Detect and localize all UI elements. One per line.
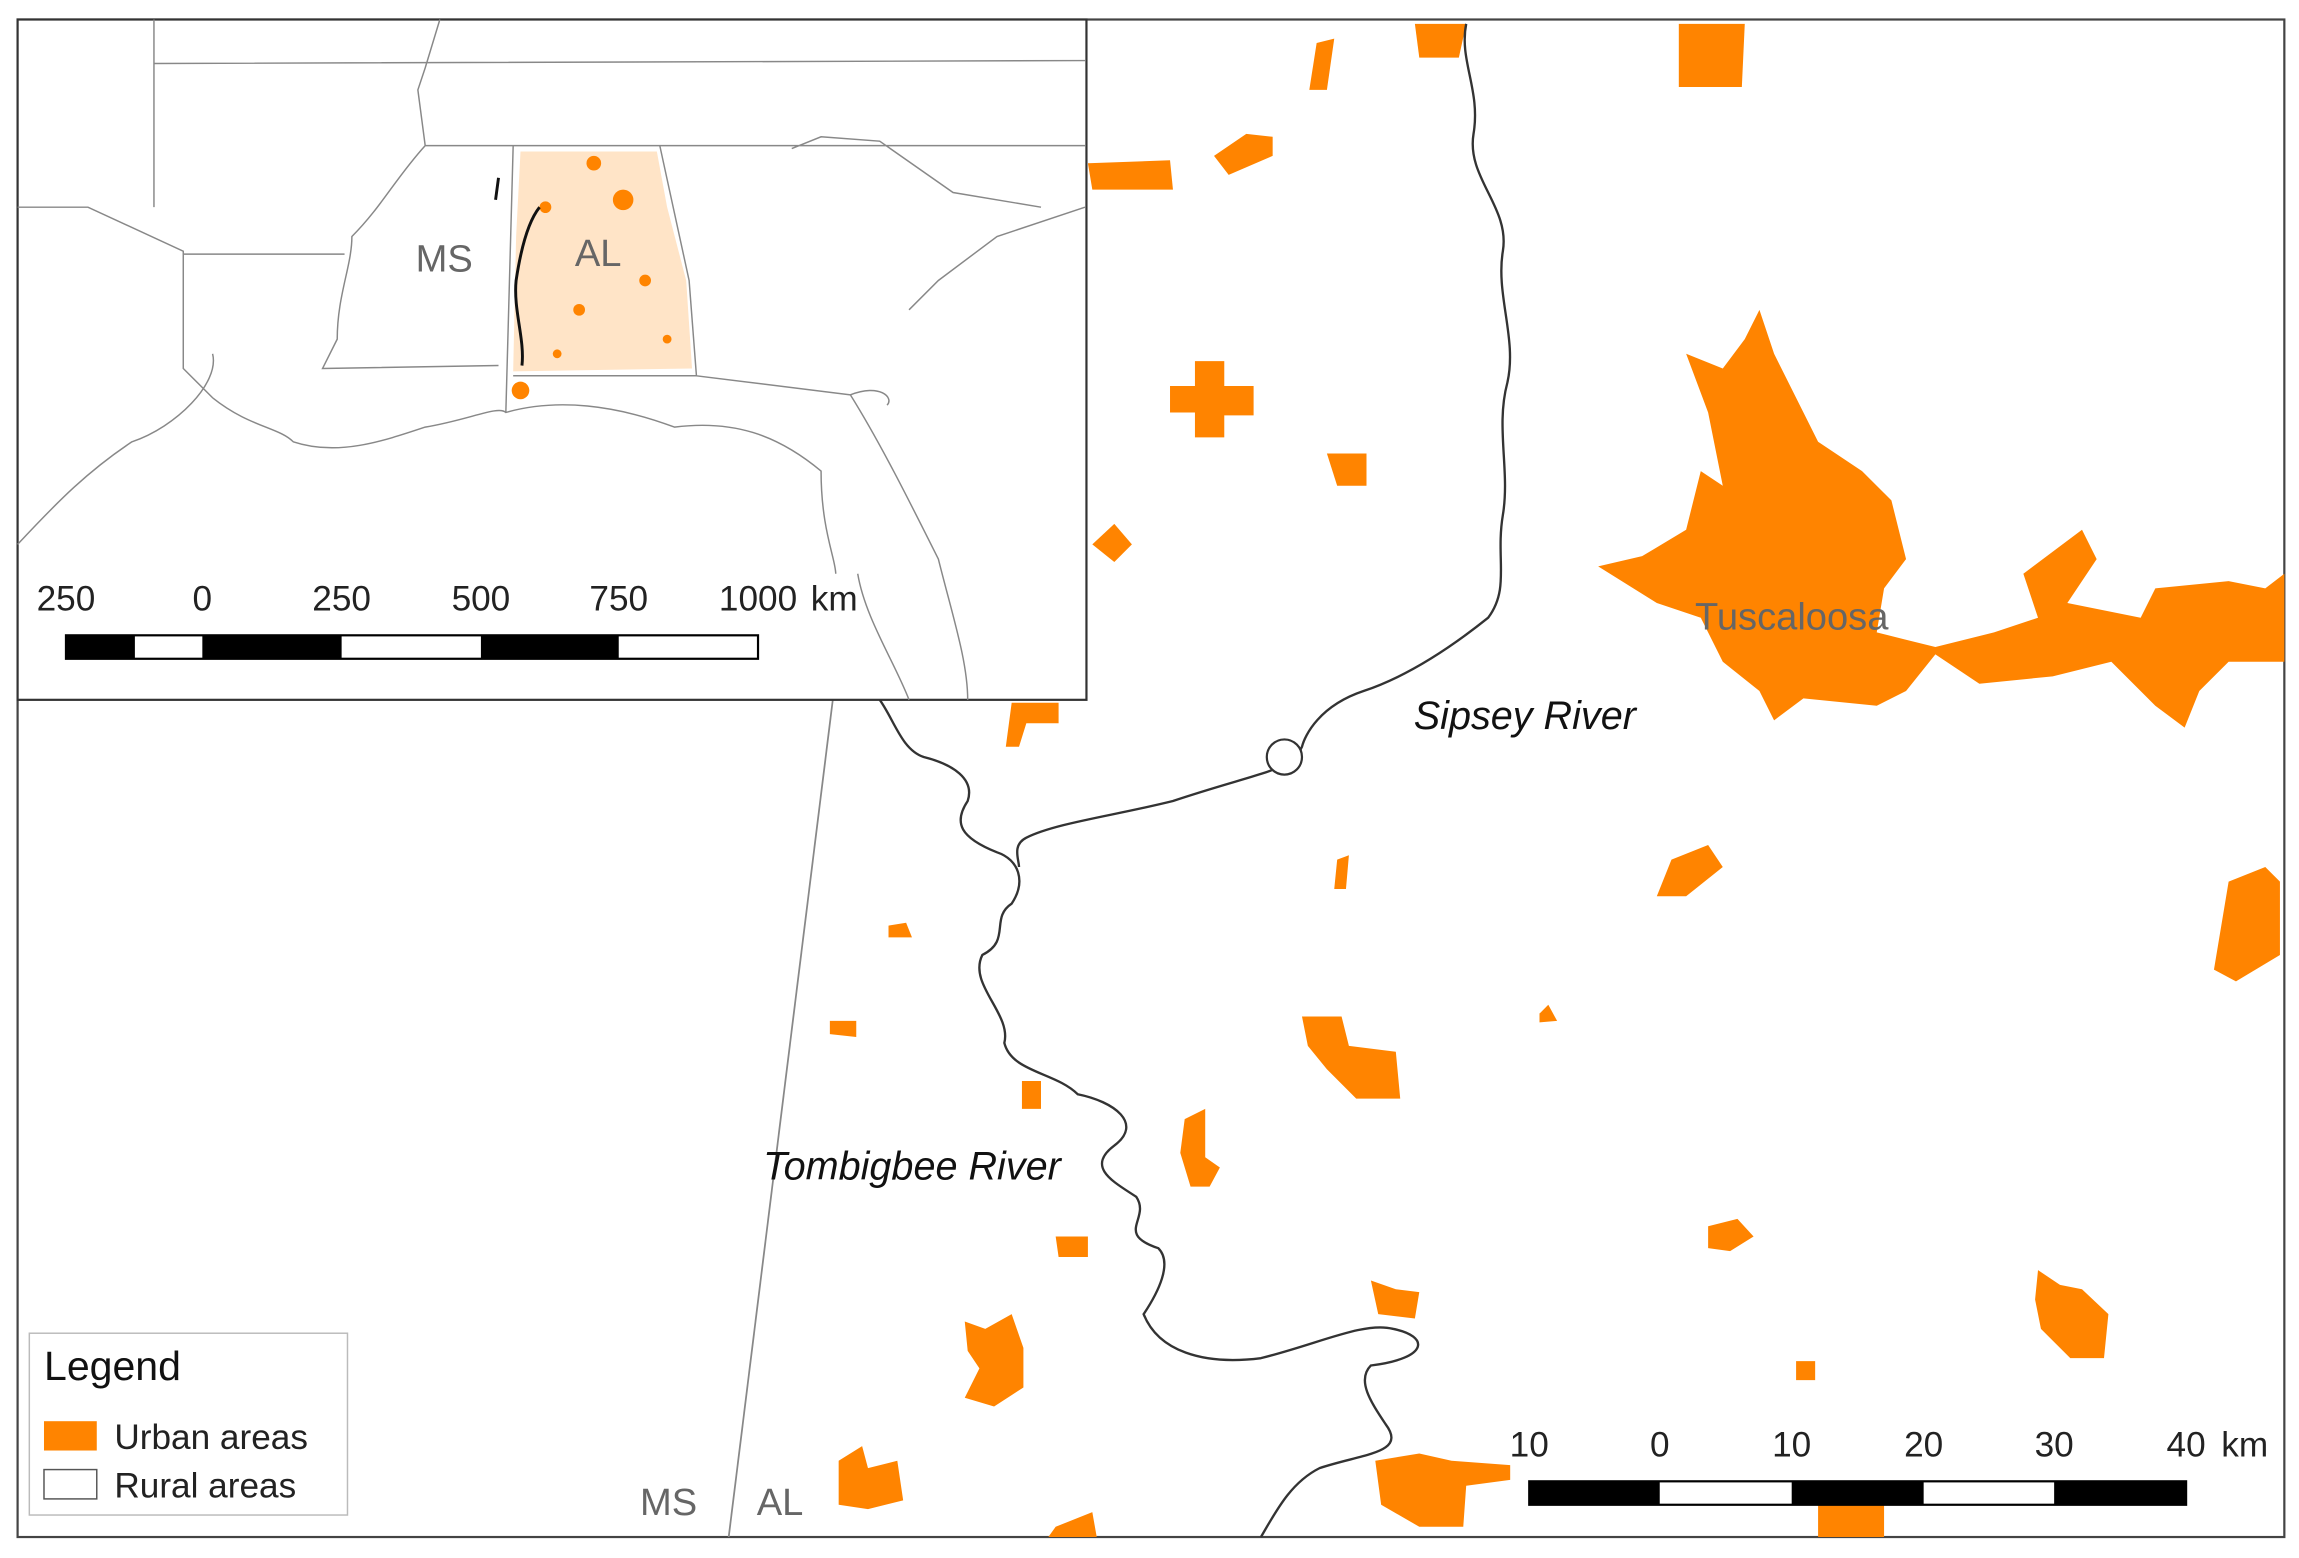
- legend-swatch: [43, 1421, 97, 1451]
- urban-area: [573, 303, 586, 316]
- confluence-marker: [1265, 738, 1304, 776]
- legend-label: Urban areas: [114, 1418, 308, 1457]
- urban-area: [539, 201, 552, 214]
- urban-area: [2213, 866, 2280, 982]
- inset-map: MS AL 250 0 250 500 750 1000 km: [16, 18, 1088, 701]
- scale-label: 1000: [719, 579, 797, 618]
- legend: Legend Urban areas Rural areas: [28, 1332, 349, 1516]
- scale-bar-segment: [2054, 1481, 2187, 1505]
- scale-unit: km: [811, 579, 858, 618]
- scale-label: 500: [452, 579, 511, 618]
- city-label: Tuscaloosa: [1695, 595, 1889, 638]
- urban-area: [1796, 1361, 1816, 1381]
- legend-label: Rural areas: [114, 1466, 296, 1505]
- scale-bar: 10 0 10 20 30 40 km: [1510, 1425, 2268, 1506]
- urban-area: [964, 1314, 1024, 1407]
- urban-area: [2035, 1270, 2109, 1359]
- state-label: AL: [757, 1481, 804, 1524]
- urban-area: [1055, 1236, 1088, 1257]
- state-label: AL: [575, 232, 622, 275]
- state-label: MS: [416, 238, 473, 281]
- urban-area: [1656, 844, 1723, 897]
- urban-area: [1005, 702, 1059, 747]
- scale-label: 250: [37, 579, 96, 618]
- river: [494, 177, 541, 366]
- state-border: [17, 19, 1086, 701]
- scale-bar-segment: [480, 635, 619, 659]
- urban-area: [1092, 523, 1132, 563]
- urban-area: [1539, 1004, 1558, 1023]
- urban-area: [1326, 453, 1367, 486]
- urban-area: [639, 274, 651, 287]
- scale-label: 250: [312, 579, 371, 618]
- urban-area: [1180, 1108, 1220, 1187]
- scale-bar-segment: [1791, 1481, 1924, 1505]
- urban-area: [1598, 309, 2285, 728]
- scale-bar-segment: [202, 635, 342, 659]
- urban-area: [1818, 1504, 1885, 1538]
- urban-area: [1375, 1453, 1511, 1527]
- urban-area: [1370, 1280, 1420, 1319]
- scale-bar-segment: [1529, 1481, 1660, 1505]
- legend-swatch: [43, 1468, 98, 1500]
- scale-label: 0: [1650, 1425, 1670, 1464]
- urban-area: [1309, 38, 1335, 90]
- scale-label: 30: [2035, 1425, 2074, 1464]
- urban-area: [1301, 1016, 1401, 1099]
- urban-area: [1048, 1512, 1097, 1538]
- urban-area: [586, 155, 602, 171]
- urban-area: [888, 922, 912, 938]
- urban-area: [1414, 23, 1467, 58]
- urban-area: [1334, 855, 1349, 889]
- urban-area: [838, 1446, 904, 1510]
- urban-area: [1708, 1218, 1754, 1252]
- scale-label: 20: [1904, 1425, 1943, 1464]
- tombigbee-river: [878, 699, 1420, 1538]
- legend-title: Legend: [44, 1343, 181, 1389]
- urban-area: [552, 349, 562, 359]
- state-border: [727, 699, 834, 1538]
- urban-area: [1214, 133, 1273, 175]
- scale-label: 0: [193, 579, 213, 618]
- urban-area: [513, 151, 693, 372]
- urban-area: [511, 381, 530, 400]
- urban-area: [1087, 160, 1173, 190]
- river-label: Sipsey River: [1414, 694, 1638, 738]
- urban-areas: [829, 23, 2285, 1538]
- urban-area: [1021, 1081, 1042, 1109]
- urban-area: [1678, 23, 1745, 87]
- state-label: MS: [640, 1481, 697, 1524]
- scale-label: 750: [589, 579, 648, 618]
- scale-label: 40: [2167, 1425, 2206, 1464]
- urban-area: [1170, 361, 1254, 438]
- inset-frame: [16, 18, 1088, 701]
- scale-label: 10: [1510, 1425, 1549, 1464]
- sipsey-river: [1016, 23, 1512, 868]
- scale-bar-frame: [64, 634, 760, 660]
- river-label: Tombigbee River: [763, 1144, 1063, 1188]
- urban-area: [829, 1020, 857, 1038]
- urban-area: [612, 189, 634, 211]
- scale-label: 10: [1772, 1425, 1811, 1464]
- urban-area: [662, 334, 672, 344]
- scale-bar-segment: [65, 635, 135, 659]
- scale-unit: km: [2221, 1425, 2268, 1464]
